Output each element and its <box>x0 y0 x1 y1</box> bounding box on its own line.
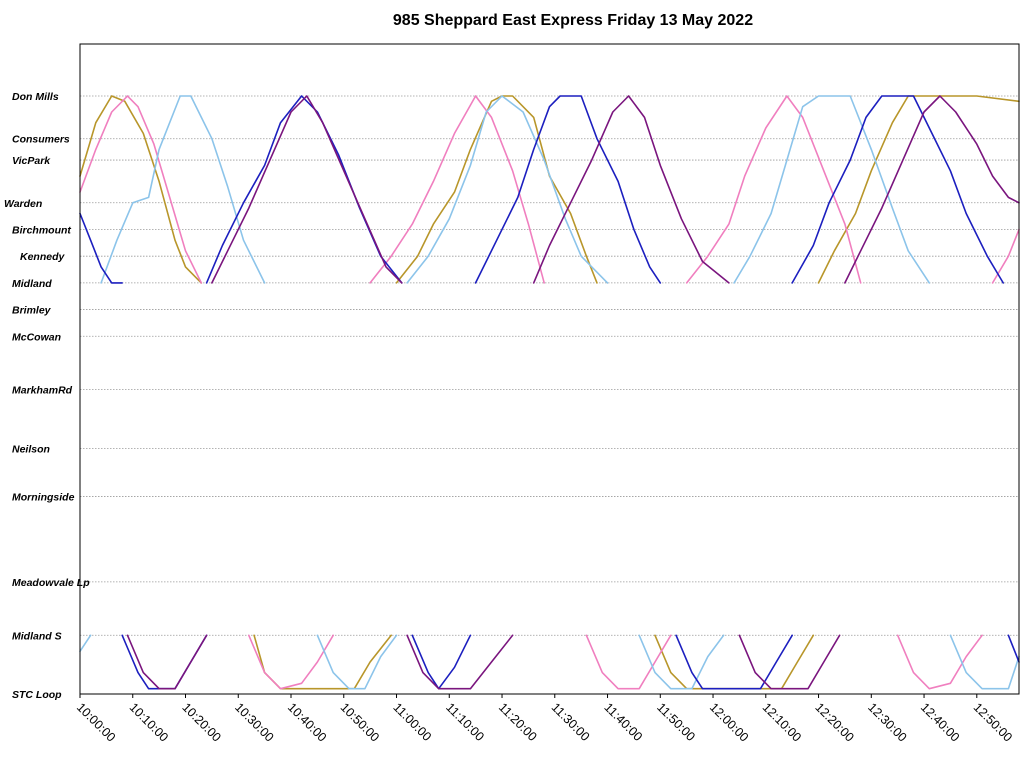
x-tick-label-11-10-00: 11:10:00 <box>443 700 487 744</box>
x-tick-label-11-50-00: 11:50:00 <box>654 700 698 744</box>
stop-label-stc-loop: STC Loop <box>12 689 62 701</box>
x-tick-label-12-20-00: 12:20:00 <box>812 700 856 744</box>
vehicle-5-trip-4 <box>532 95 730 284</box>
vehicle-4-trip-8 <box>1007 634 1020 663</box>
plot-frame <box>79 43 1020 695</box>
stop-label-mccowan: McCowan <box>12 331 61 343</box>
stop-gridlines <box>80 95 1019 695</box>
x-tick-label-12-10-00: 12:10:00 <box>760 700 804 744</box>
vehicle-5-trip-6 <box>844 95 1020 284</box>
x-tick-label-10-30-00: 10:30:00 <box>232 700 276 744</box>
vehicle-2-trip-7 <box>991 228 1020 284</box>
vehicle-5-trip-1 <box>126 634 208 690</box>
vehicle-1-trip-2 <box>253 634 393 690</box>
x-tick-label-11-30-00: 11:30:00 <box>549 700 593 744</box>
vehicle-4-trip-3 <box>205 95 403 284</box>
vehicle-3-trip-6 <box>733 95 931 284</box>
stop-labels: Don Mills Consumers VicPark Warden Birchmoun… <box>4 91 90 701</box>
vehicle-5-trip-5 <box>738 634 841 690</box>
vehicle-5-trip-3 <box>406 634 514 690</box>
trip-lines <box>79 95 1020 690</box>
stop-label-vicpark: VicPark <box>12 155 51 167</box>
vehicle-2-trip-2 <box>248 634 335 690</box>
vehicle-2-trip-5 <box>685 95 862 284</box>
vehicle-2-trip-4 <box>585 634 672 690</box>
stop-label-consumers: Consumers <box>12 134 70 146</box>
x-tick-label-11-00-00: 11:00:00 <box>390 700 434 744</box>
vehicle-4-trip-4 <box>411 634 472 690</box>
vehicle-3-trip-2 <box>100 95 266 284</box>
chart-title: 985 Sheppard East Express Friday 13 May … <box>393 12 753 29</box>
vehicle-4-trip-1 <box>79 212 123 284</box>
vehicle-4-trip-5 <box>474 95 662 284</box>
stop-label-birchmount: Birchmount <box>12 224 71 236</box>
vehicle-1-trip-1 <box>79 95 203 284</box>
time-axis-labels: 10:00:00 10:10:00 10:20:00 10:30:00 10:40:00… <box>74 694 1015 745</box>
x-tick-label-11-20-00: 11:20:00 <box>496 700 540 744</box>
vehicle-3-trip-3 <box>316 634 398 690</box>
stop-label-meadowvale-lp: Meadowvale Lp <box>12 577 90 589</box>
x-tick-label-10-40-00: 10:40:00 <box>285 700 329 744</box>
x-tick-label-10-00-00: 10:00:00 <box>74 700 118 744</box>
x-tick-label-12-00-00: 12:00:00 <box>707 700 751 744</box>
vehicle-4-trip-6 <box>675 634 794 690</box>
vehicle-3-trip-4 <box>406 95 609 284</box>
stop-label-kennedy: Kennedy <box>20 251 66 263</box>
stop-label-neilson: Neilson <box>12 443 50 455</box>
vehicle-4-trip-7 <box>791 95 1005 284</box>
x-tick-label-12-40-00: 12:40:00 <box>918 700 962 744</box>
x-tick-label-10-10-00: 10:10:00 <box>127 700 171 744</box>
vehicle-2-trip-6 <box>896 634 983 690</box>
vehicle-2-trip-3 <box>369 95 546 284</box>
stop-label-midland: Midland <box>12 278 52 290</box>
stop-label-don-mills: Don Mills <box>12 91 59 103</box>
vehicle-1-trip-5 <box>817 95 1020 284</box>
x-tick-label-12-30-00: 12:30:00 <box>865 700 909 744</box>
vehicle-1-trip-3 <box>395 95 598 284</box>
x-tick-label-12-50-00: 12:50:00 <box>971 700 1015 744</box>
x-tick-label-10-50-00: 10:50:00 <box>338 700 382 744</box>
x-tick-label-10-20-00: 10:20:00 <box>179 700 223 744</box>
stop-label-morningside: Morningside <box>12 491 75 503</box>
vehicle-2-trip-1 <box>79 95 203 284</box>
vehicle-5-trip-2 <box>211 95 403 284</box>
vehicle-3-trip-1 <box>79 634 92 653</box>
stop-label-markhamrd: MarkhamRd <box>12 385 73 397</box>
stop-label-midland-s: Midland S <box>12 630 62 642</box>
vehicle-3-trip-5 <box>638 634 725 690</box>
stop-label-brimley: Brimley <box>12 305 52 317</box>
vehicle-4-trip-2 <box>121 634 208 690</box>
x-tick-label-11-40-00: 11:40:00 <box>601 700 645 744</box>
vehicle-3-trip-7 <box>949 634 1020 690</box>
stop-label-warden: Warden <box>4 198 42 210</box>
